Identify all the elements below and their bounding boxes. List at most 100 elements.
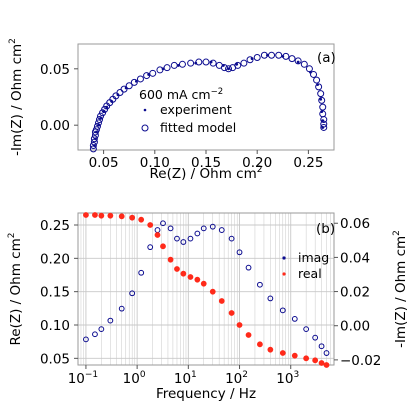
right-y-tick-label: 0.00 <box>340 319 370 335</box>
fitted-model-point <box>275 51 283 59</box>
real-point <box>92 212 98 218</box>
real-point <box>167 256 174 263</box>
imag-point <box>236 249 243 256</box>
imag-point <box>200 225 207 232</box>
fitted-model-point <box>125 82 133 90</box>
imag-point <box>194 230 201 237</box>
left-y-tick-label: 0.25 <box>40 218 70 234</box>
panel-a-label: (a) <box>317 50 336 66</box>
panel-a-y-ticks: 0.00 0.05 <box>40 62 78 134</box>
legend-marker-experiment <box>143 108 147 112</box>
fitted-model-point <box>234 61 242 69</box>
x-tick-label: 0.15 <box>191 155 221 171</box>
fitted-model-point <box>163 64 171 72</box>
real-point <box>194 276 201 283</box>
fitted-model-point <box>170 61 178 69</box>
imag-point <box>167 225 174 232</box>
imag-point <box>107 317 114 324</box>
fitted-model-point <box>96 116 104 124</box>
fitted-model-point <box>220 64 228 72</box>
fitted-model-point <box>288 55 296 63</box>
fitted-model-point <box>253 54 261 62</box>
imag-point <box>245 264 252 271</box>
fitted-model-point <box>149 69 157 77</box>
imag-point <box>118 305 125 312</box>
fitted-model-point <box>130 78 138 86</box>
imag-point <box>147 244 154 251</box>
fitted-model-point <box>225 65 233 73</box>
fitted-model-point <box>313 76 321 84</box>
panel-b-grid <box>77 213 335 365</box>
fitted-model-point <box>320 120 328 128</box>
imag-point <box>218 227 225 233</box>
imag-point <box>180 239 187 245</box>
real-point <box>98 212 105 219</box>
fitted-model-point <box>240 59 248 67</box>
fitted-model-point <box>318 96 326 104</box>
panel-b-legend: imag real <box>282 250 329 281</box>
real-point <box>279 350 286 356</box>
fitted-model-point <box>320 123 328 131</box>
left-y-tick-label: 0.10 <box>40 318 70 334</box>
imag-point <box>257 281 263 288</box>
experiment-point <box>319 97 323 101</box>
imag-point <box>98 326 105 333</box>
legend-label-fitted-model: fitted model <box>160 120 236 135</box>
real-point <box>312 357 319 364</box>
fitted-model-point <box>315 83 323 91</box>
imag-point <box>160 220 166 227</box>
legend-label-real: real <box>298 266 322 281</box>
panel-a-marks <box>89 51 328 153</box>
right-y-tick-label: 0.06 <box>340 216 370 232</box>
fitted-model-point <box>202 58 210 66</box>
fitted-model-point <box>143 72 151 80</box>
y-tick-label: 0.00 <box>40 118 70 134</box>
real-point <box>107 212 114 219</box>
real-point <box>303 355 310 362</box>
legend-marker-real <box>282 272 286 276</box>
real-point <box>200 280 207 287</box>
real-point <box>323 362 330 368</box>
real-point <box>129 214 136 221</box>
left-y-tick-label: 0.05 <box>40 351 70 367</box>
fitted-model-point <box>320 116 328 124</box>
real-point <box>174 266 180 272</box>
fitted-model-point <box>187 59 195 67</box>
real-point <box>236 322 243 328</box>
legend-marker-imag <box>282 256 286 260</box>
fitted-model-point <box>136 75 144 83</box>
real-point <box>245 332 252 338</box>
imag-point <box>138 269 145 276</box>
fitted-model-point <box>209 59 217 67</box>
legend-label-imag: imag <box>298 250 329 265</box>
panel-a-legend: 600 mA cm−2 experiment fitted model <box>139 87 236 135</box>
panel-b-left-y-ticks: 0.05 0.10 0.15 0.20 0.25 <box>40 218 78 367</box>
panel-b-frame <box>77 212 335 366</box>
fitted-model-point <box>90 138 98 146</box>
fitted-model-point <box>93 122 101 130</box>
real-point <box>228 310 235 316</box>
imag-point <box>174 235 180 242</box>
fitted-model-point <box>99 109 107 117</box>
y-tick-label: 0.05 <box>40 62 70 78</box>
legend-marker-fitted-model <box>141 124 149 132</box>
imag-point <box>312 334 319 341</box>
imag-point <box>323 350 330 356</box>
real-point <box>147 222 154 228</box>
panel-a-x-ticks: 0.05 0.10 0.15 0.20 0.25 <box>89 150 323 171</box>
imag-point <box>129 290 136 297</box>
right-y-tick-label: 0.02 <box>340 285 370 301</box>
fitted-model-point <box>90 135 98 143</box>
panel-a-y-axis-label: -Im(Z) / Ohm cm2 <box>8 38 25 156</box>
fitted-model-point <box>116 88 124 96</box>
x-tick-label: 0.25 <box>293 155 323 171</box>
fitted-model-point <box>97 112 105 120</box>
real-point <box>180 270 187 277</box>
imag-point <box>228 235 235 242</box>
fitted-model-point <box>156 66 164 74</box>
imag-point <box>279 307 286 314</box>
legend-title: 600 mA cm−2 <box>139 87 223 102</box>
imag-point <box>209 223 216 230</box>
panel-b-x-axis-label: Frequency / Hz <box>156 386 256 402</box>
fitted-model-point <box>92 126 100 134</box>
